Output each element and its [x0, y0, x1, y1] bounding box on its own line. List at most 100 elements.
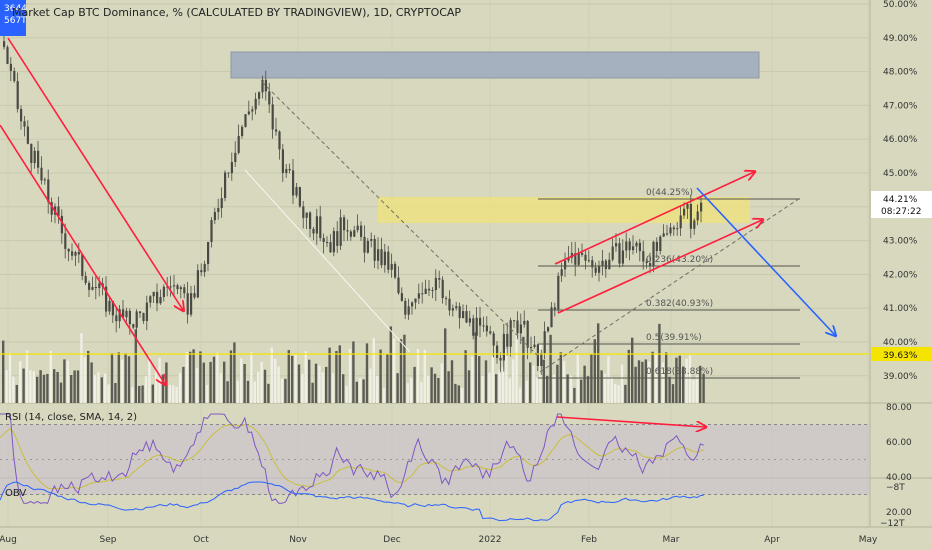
volume-bar: [144, 376, 148, 403]
candle-body: [326, 242, 329, 244]
volume-bar: [195, 368, 199, 403]
volume-bar: [56, 371, 59, 403]
candle-body: [292, 170, 295, 196]
volume-bar: [284, 378, 287, 403]
fib-label: 0.382(40.93%): [646, 299, 713, 309]
volume-bar: [287, 350, 290, 403]
volume-bar: [624, 384, 627, 403]
volume-bar: [413, 366, 416, 403]
candle-body: [40, 167, 43, 181]
volume-bar: [406, 383, 409, 403]
price-tick-label: 43.00%: [883, 237, 918, 247]
volume-bar: [620, 364, 624, 403]
volume-bar: [117, 352, 120, 403]
candle-body: [94, 286, 97, 289]
volume-bar: [359, 378, 362, 403]
volume-bar: [702, 373, 705, 403]
rsi-tick-label: 20.00: [886, 508, 912, 518]
chart-title: Market Cap BTC Dominance, % (CALCULATED …: [12, 6, 462, 19]
volume-bar: [124, 353, 127, 403]
volume-bar: [2, 340, 5, 403]
time-tick-label: Feb: [581, 535, 597, 545]
candle-body: [210, 220, 213, 243]
volume-bar: [396, 373, 399, 403]
candle-body: [9, 63, 12, 71]
volume-bar: [73, 370, 76, 403]
candle-body: [237, 135, 240, 153]
volume-bar: [399, 339, 403, 403]
volume-bar: [389, 326, 392, 403]
volume-bar: [263, 369, 267, 403]
volume-bar: [246, 380, 250, 403]
volume-bar: [658, 323, 661, 403]
volume-bar: [440, 363, 443, 403]
volume-bar: [63, 359, 66, 403]
price-tick-label: 49.00%: [883, 34, 918, 44]
volume-bar: [32, 371, 35, 403]
candle-body: [700, 202, 703, 212]
down-channel-upper-arrow: [7, 37, 183, 310]
volume-bar: [29, 370, 32, 403]
candle-body: [618, 243, 621, 264]
candle-body: [387, 251, 390, 270]
candle-body: [581, 252, 584, 255]
candle-body: [162, 286, 165, 297]
volume-bar: [175, 386, 178, 403]
rsi-label: RSI (14, close, SMA, 14, 2): [5, 412, 137, 423]
candle-body: [302, 206, 305, 218]
candle-body: [587, 260, 590, 262]
candle-body: [312, 228, 315, 234]
obv-tick-label: −12T: [880, 519, 905, 529]
volume-bar: [573, 387, 576, 403]
candle-body: [16, 81, 19, 110]
volume-bar: [491, 356, 494, 403]
volume-bar: [352, 341, 355, 403]
candle-body: [373, 238, 376, 261]
candle-body: [224, 172, 227, 199]
volume-bar: [277, 366, 280, 403]
volume-bar: [675, 357, 678, 403]
candle-body: [489, 331, 492, 334]
candle-body: [383, 251, 386, 266]
volume-bar: [325, 366, 328, 403]
time-tick-label: Aug: [0, 535, 17, 545]
volume-bar: [104, 373, 107, 403]
volume-bar: [114, 382, 117, 403]
volume-bar: [566, 374, 569, 403]
volume-bar: [335, 351, 338, 403]
candle-body: [502, 333, 505, 361]
volume-bar: [42, 374, 46, 403]
volume-bar: [563, 361, 566, 403]
candle-body: [268, 91, 271, 105]
symbol-badge[interactable]: 3644 567T: [0, 0, 27, 36]
candle-body: [91, 286, 94, 290]
volume-bar: [474, 332, 477, 403]
last-price-tag: [871, 191, 932, 218]
candle-body: [203, 263, 206, 273]
candle-body: [71, 251, 74, 256]
candle-body: [465, 311, 468, 323]
volume-bar: [525, 380, 528, 403]
candle-body: [122, 309, 125, 318]
volume-bar: [382, 387, 386, 403]
volume-bar: [308, 359, 311, 403]
volume-bar: [342, 374, 345, 403]
volume-bar: [297, 364, 301, 403]
candle-body: [356, 225, 359, 231]
volume-bar: [450, 360, 454, 403]
candle-body: [547, 327, 550, 332]
candle-body: [3, 41, 6, 48]
volume-bar: [634, 366, 637, 403]
candle-body: [81, 254, 84, 277]
volume-bar: [355, 381, 358, 403]
candle-body: [132, 324, 135, 328]
volume-bar: [202, 362, 205, 403]
candle-body: [655, 241, 658, 252]
volume-bar: [243, 364, 246, 403]
candle-body: [686, 203, 689, 209]
volume-bar: [8, 352, 12, 403]
candle-body: [196, 270, 199, 298]
obv-label: OBV: [5, 488, 26, 499]
volume-bar: [597, 323, 600, 403]
volume-bar: [138, 385, 141, 403]
